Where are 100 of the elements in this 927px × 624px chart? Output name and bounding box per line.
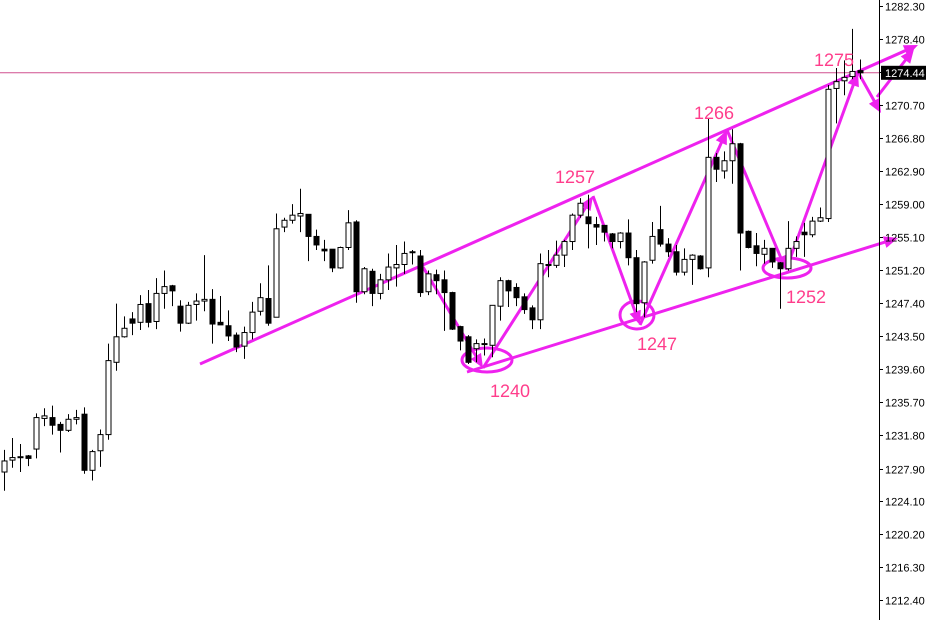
candlestick <box>330 248 336 273</box>
candlestick <box>394 244 400 288</box>
candlestick <box>602 224 608 242</box>
candlestick <box>410 250 416 265</box>
candlestick <box>402 241 408 274</box>
candlestick <box>378 273 384 300</box>
candlestick <box>202 254 208 312</box>
y-tick-label: 1220.20 <box>885 530 925 542</box>
candlestick <box>362 266 368 295</box>
candlestick <box>434 269 440 295</box>
candlestick <box>122 316 128 338</box>
candlestick <box>554 240 560 268</box>
candlestick <box>226 310 232 342</box>
candlestick <box>698 254 704 270</box>
annotation: 1257 <box>554 167 596 187</box>
candlestick <box>586 194 592 249</box>
candlestick <box>186 301 192 325</box>
candlestick <box>426 270 432 296</box>
y-tick-label: 1224.10 <box>885 496 925 508</box>
candlestick <box>146 290 152 328</box>
candlestick <box>746 230 752 249</box>
candlestick <box>98 428 104 468</box>
candlestick <box>90 449 96 482</box>
candlestick <box>306 214 312 262</box>
candlestick <box>290 204 296 224</box>
candlestick <box>690 254 696 286</box>
annotation: 1247 <box>636 334 678 354</box>
candlestick <box>234 332 240 353</box>
y-tick-label: 1282.30 <box>885 2 925 14</box>
candlestick <box>18 443 24 473</box>
candlestick <box>298 188 304 233</box>
candlestick <box>242 326 248 360</box>
candlestick <box>714 152 720 183</box>
y-tick-label: 1262.90 <box>885 166 925 178</box>
candlestick <box>618 232 624 249</box>
candlestick <box>26 454 32 467</box>
candlestick <box>754 232 760 267</box>
candlestick <box>810 216 816 238</box>
y-tick-label: 1212.40 <box>885 596 925 608</box>
candlestick <box>442 270 448 332</box>
candlestick <box>762 239 768 264</box>
y-tick-label: 1216.30 <box>885 562 925 574</box>
candlestick <box>178 300 184 332</box>
y-tick-label: 1266.80 <box>885 134 925 146</box>
candlestick <box>50 405 56 436</box>
candlestick <box>162 270 168 310</box>
candlestick <box>130 312 136 336</box>
candlestick <box>666 238 672 258</box>
candlestick <box>610 232 616 249</box>
y-tick-label: 1270.70 <box>885 100 925 112</box>
candlestick <box>594 216 600 246</box>
candlestick <box>794 236 800 258</box>
y-tick-label: 1247.40 <box>885 298 925 310</box>
candlestick <box>58 421 64 453</box>
candlestick <box>546 250 552 278</box>
candlestick <box>370 268 376 307</box>
y-tick-label: 1227.90 <box>885 464 925 476</box>
candlestick <box>858 59 864 80</box>
candlestick <box>258 282 264 316</box>
candlestick <box>650 221 656 264</box>
annotation: 1266 <box>694 103 734 123</box>
y-tick-label: 1259.00 <box>885 200 925 212</box>
y-tick-label: 1243.50 <box>885 332 925 344</box>
candlestick <box>506 279 512 308</box>
candlestick <box>170 284 176 307</box>
candlestick <box>562 239 568 268</box>
candlestick <box>530 304 536 330</box>
candlestick <box>474 338 480 363</box>
candlestick <box>138 294 144 330</box>
y-tick-label: 1239.60 <box>885 364 925 376</box>
candlestick <box>658 205 664 248</box>
annotation: 1252 <box>786 287 826 307</box>
candlestick <box>778 261 784 310</box>
y-tick-label: 1278.40 <box>885 34 925 46</box>
ref-line-label: 1274.44 <box>885 68 925 80</box>
candlestick <box>514 282 520 307</box>
candlestick <box>282 217 288 233</box>
candlestick <box>730 128 736 184</box>
candlestick <box>66 414 72 433</box>
candlestick <box>802 222 808 258</box>
candlestick <box>338 246 344 270</box>
candlestick <box>2 449 8 492</box>
candlestick <box>818 207 824 222</box>
candlestick <box>250 301 256 340</box>
candlestick <box>10 437 16 468</box>
candlestick <box>522 292 528 314</box>
candlestick <box>834 68 840 124</box>
candlestick <box>482 338 488 356</box>
candlestick <box>194 292 200 322</box>
candlestick <box>386 252 392 291</box>
y-tick-label: 1235.70 <box>885 398 925 410</box>
candlestick <box>578 198 584 218</box>
candlestick <box>786 220 792 271</box>
candlestick <box>322 239 328 262</box>
candlestick <box>770 248 776 268</box>
candlestick <box>458 325 464 351</box>
candlestick <box>218 295 224 326</box>
candlestick <box>682 248 688 276</box>
y-tick-label: 1251.20 <box>885 266 925 278</box>
candlestick <box>674 244 680 276</box>
